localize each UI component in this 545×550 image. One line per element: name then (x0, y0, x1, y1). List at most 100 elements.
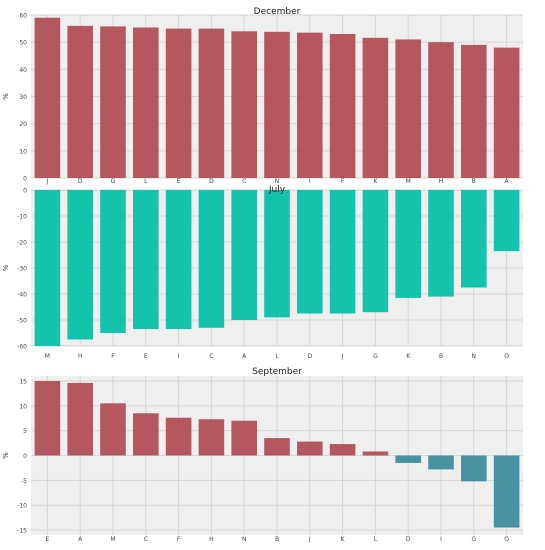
x-tick-label: B (439, 353, 443, 360)
x-tick-label: F (341, 178, 345, 185)
chart-title: December (254, 7, 301, 17)
x-tick-label: E (46, 536, 50, 543)
bar-H (198, 419, 225, 456)
bar-J (297, 441, 323, 456)
x-tick-label: I (178, 353, 180, 360)
bar-C (133, 413, 159, 456)
x-tick-label: F (177, 536, 181, 543)
bar-F (100, 190, 126, 333)
bar-J (34, 17, 61, 178)
y-tick-label: 0 (23, 176, 27, 183)
y-tick-label: 5 (23, 428, 27, 435)
bar-I (165, 190, 192, 330)
bar-K (329, 444, 356, 456)
y-tick-label: -60 (17, 344, 27, 351)
x-tick-label: N (472, 353, 477, 360)
y-axis-label: % (2, 264, 10, 271)
bar-E (165, 28, 192, 179)
x-tick-label: F (111, 353, 115, 360)
bar-F (329, 34, 356, 179)
bar-N (461, 190, 487, 288)
x-tick-label: K (406, 353, 411, 360)
y-tick-label: -10 (17, 503, 27, 510)
y-axis-label: % (2, 452, 10, 459)
x-tick-label: K (373, 178, 378, 185)
x-tick-label: B (275, 536, 279, 543)
y-tick-label: -50 (17, 318, 27, 325)
x-tick-label: M (110, 536, 115, 543)
bar-L (133, 27, 159, 178)
bar-B (264, 438, 290, 456)
x-tick-label: C (144, 536, 148, 543)
bar-M (100, 403, 126, 456)
x-tick-label: M (406, 178, 411, 185)
x-tick-label: A (505, 178, 510, 185)
chart-title: September (252, 367, 302, 377)
x-tick-label: K (341, 536, 346, 543)
x-tick-label: D (78, 178, 83, 185)
y-axis-label: % (2, 93, 10, 100)
x-tick-label: G (111, 178, 116, 185)
bar-L (264, 190, 290, 318)
x-tick-label: J (341, 353, 344, 360)
bar-L (362, 451, 389, 456)
x-tick-label: B (472, 178, 476, 185)
y-tick-label: -40 (17, 292, 27, 299)
x-tick-label: D (406, 536, 411, 543)
bar-A (231, 190, 257, 320)
y-tick-label: 0 (23, 188, 27, 195)
x-tick-label: D (307, 353, 312, 360)
bar-M (34, 190, 61, 346)
y-tick-label: 0 (23, 453, 27, 460)
bar-A (493, 47, 520, 178)
bar-E (34, 380, 61, 456)
bar-H (67, 190, 93, 340)
bar-I (428, 455, 454, 470)
y-tick-label: -15 (17, 528, 27, 535)
bar-O (493, 190, 520, 252)
bar-G (461, 455, 487, 482)
bar-N (231, 420, 257, 456)
bar-D (198, 28, 225, 179)
y-tick-label: 30 (19, 94, 27, 101)
y-tick-label: 10 (19, 403, 27, 410)
bar-D (67, 25, 93, 178)
y-tick-label: 10 (19, 148, 27, 155)
panel-2: -15 -10 -5 0 5 10 15 E A M C F H N B J K L D I G O September% (2, 367, 523, 543)
bar-E (133, 190, 159, 330)
panel-0: 0 10 20 30 40 50 60 J D G L E D C N I F K M H B A December% (2, 7, 523, 185)
bar-B (428, 190, 454, 297)
x-tick-label: H (439, 178, 444, 185)
x-tick-label: O (504, 536, 509, 543)
bar-D (395, 455, 421, 463)
bar-I (297, 32, 323, 179)
y-tick-label: 50 (19, 40, 27, 47)
bar-K (395, 190, 421, 298)
bar-G (362, 190, 389, 313)
bar-C (231, 31, 257, 178)
x-tick-label: H (209, 536, 214, 543)
x-tick-label: E (177, 178, 181, 185)
x-tick-label: L (275, 353, 279, 360)
x-tick-label: C (209, 353, 213, 360)
x-tick-label: D (209, 178, 214, 185)
chart-title: July (268, 185, 286, 195)
x-tick-label: G (471, 536, 476, 543)
x-tick-label: A (78, 536, 83, 543)
x-tick-label: N (242, 536, 247, 543)
x-tick-label: A (242, 353, 247, 360)
x-tick-label: O (504, 353, 509, 360)
bar-J (329, 190, 356, 314)
bar-B (461, 44, 487, 179)
bar-M (395, 39, 421, 179)
x-tick-label: M (45, 353, 50, 360)
y-tick-label: 20 (19, 121, 27, 128)
x-tick-label: J (46, 178, 49, 185)
y-tick-label: -5 (21, 478, 27, 485)
bar-A (67, 382, 93, 456)
y-tick-label: 60 (19, 13, 27, 20)
bar-H (428, 42, 454, 178)
x-tick-label: E (144, 353, 148, 360)
y-tick-label: 15 (19, 378, 27, 385)
